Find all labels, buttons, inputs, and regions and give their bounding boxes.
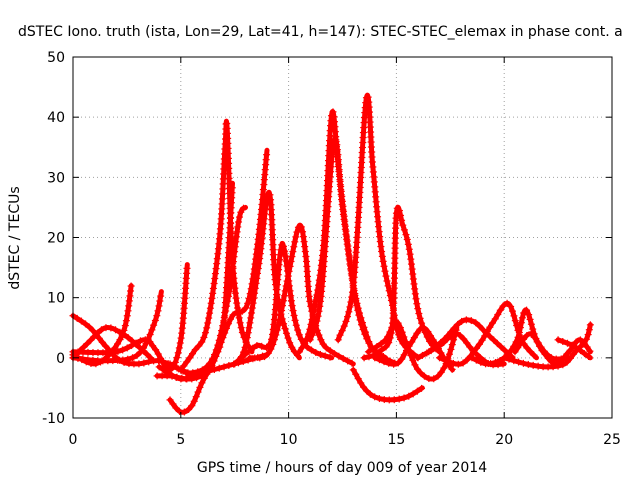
series-sat-09 — [166, 180, 236, 416]
chart-title: dSTEC Iono. truth (ista, Lon=29, Lat=41,… — [18, 24, 623, 40]
x-tick-label: 20 — [495, 432, 513, 448]
series-sat-26 — [511, 330, 594, 368]
series-sat-27 — [554, 336, 593, 361]
x-tick-label: 10 — [280, 432, 298, 448]
y-axis-title: dSTEC / TECUs — [7, 186, 23, 289]
series-sat-05 — [69, 262, 191, 374]
series-sat-13 — [237, 240, 335, 362]
x-tick-label: 5 — [176, 432, 185, 448]
y-tick-label: 20 — [47, 231, 65, 247]
x-tick-label: 25 — [603, 432, 621, 448]
y-tick-label: 0 — [56, 351, 65, 367]
series-sat-08 — [177, 118, 255, 374]
y-tick-label: 30 — [47, 170, 65, 186]
x-tick-label: 0 — [69, 432, 78, 448]
series-sat-10 — [153, 147, 271, 383]
series-sat-20 — [364, 319, 460, 383]
y-tick-label: -10 — [42, 411, 65, 427]
series-track — [70, 262, 190, 373]
y-tick-label: 50 — [47, 50, 65, 66]
series-sat-17 — [349, 366, 426, 404]
series-sat-02 — [69, 324, 155, 362]
series-sat-04 — [69, 289, 165, 365]
x-tick-label: 15 — [387, 432, 405, 448]
series-layer — [69, 93, 594, 416]
y-tick-label: 10 — [47, 291, 65, 307]
x-axis-title: GPS time / hours of day 009 of year 2014 — [197, 460, 487, 476]
y-tick-label: 40 — [47, 110, 65, 126]
series-sat-15 — [306, 136, 399, 367]
series-sat-25 — [500, 321, 594, 371]
